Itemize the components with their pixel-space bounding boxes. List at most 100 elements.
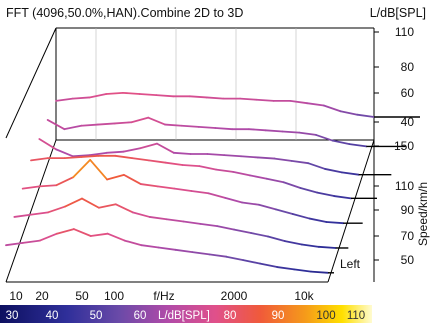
series-segment (156, 142, 175, 154)
series-segment (130, 116, 150, 124)
series-segment (248, 128, 267, 132)
series-segment (114, 203, 134, 214)
series-segment (322, 104, 342, 113)
series-segment (72, 228, 92, 237)
series-segment (206, 153, 226, 157)
colorbar: 30 40 50 60 80 90 100 110 L/dB[SPL] (0, 305, 372, 323)
series-segment (199, 222, 219, 228)
series-segment (182, 220, 202, 225)
series-segment (63, 156, 83, 160)
series-segment (333, 195, 352, 200)
series-segment (273, 157, 293, 162)
series-segment (38, 184, 58, 188)
speed-tick-label: 110 (395, 179, 414, 193)
series-segment (242, 259, 262, 265)
series-segment (88, 93, 108, 99)
speed-tick-label: 90 (401, 203, 415, 217)
series-segment (216, 225, 236, 231)
series-segment (241, 201, 260, 206)
series-segment (148, 216, 168, 221)
series-segment (298, 131, 317, 136)
series-segment (72, 159, 92, 179)
series-segment (224, 196, 243, 204)
series-line (21, 159, 363, 225)
series-line (30, 154, 377, 200)
series-segment (331, 139, 351, 146)
series-segment (97, 203, 117, 209)
series-segment (38, 138, 58, 151)
series-segment (72, 154, 91, 158)
series-segment (259, 262, 279, 268)
series-segment (284, 240, 303, 246)
x-axis-label: f/Hz (153, 289, 174, 303)
gridlines (95, 28, 297, 140)
series-segment (317, 245, 337, 249)
series-segment (30, 211, 50, 216)
series-segment (308, 217, 328, 223)
x-tick-label: 10 (9, 289, 23, 303)
series-segment (139, 142, 158, 150)
colorbar-gradient (0, 305, 372, 323)
series-segment (188, 95, 208, 99)
series-segment (30, 157, 49, 162)
x-tick-label: 10k (294, 289, 314, 303)
series-line (13, 197, 349, 249)
series-segment (63, 124, 83, 131)
colorbar-tick-label: 90 (272, 310, 285, 322)
speed-tick-label: 70 (401, 229, 415, 243)
series-segment (190, 190, 210, 195)
series-segment (164, 161, 184, 166)
depth-right-edge (327, 139, 375, 283)
series-segment (264, 129, 284, 133)
series-segment (155, 94, 175, 98)
series-segment (174, 248, 194, 254)
series-segment (250, 232, 269, 238)
series-segment (256, 156, 276, 160)
series-segment (223, 154, 242, 158)
chart-title: FFT (4096,50.0%,HAN).Combine 2D to 3D (6, 6, 243, 20)
depth-bottom-left-edge (5, 139, 57, 283)
series-segment (290, 159, 310, 165)
x-tick-label: 20 (35, 289, 49, 303)
colorbar-tick-label: 110 (347, 310, 365, 322)
series-segment (88, 151, 108, 157)
series-segment (181, 164, 201, 168)
series-segment (123, 239, 143, 247)
series-segment (293, 268, 312, 273)
x-axis-ticks: 10 20 50 100 2000 10k (9, 289, 314, 303)
axes-frame (5, 27, 375, 283)
colorbar-label: L/dB[SPL] (158, 310, 210, 322)
series-segment (164, 123, 183, 127)
series-segment (274, 208, 294, 215)
series-segment (315, 134, 334, 142)
series-segment (46, 119, 66, 131)
series-segment (55, 176, 75, 187)
series-segment (21, 185, 41, 190)
series-segment (255, 98, 275, 102)
series-line (5, 228, 334, 274)
series-segment (122, 91, 141, 95)
x-tick-label: 50 (75, 289, 89, 303)
series-segment (140, 244, 160, 249)
series-segment (324, 168, 343, 174)
series-segment (38, 232, 58, 242)
series-segment (123, 173, 142, 185)
series-segment (156, 185, 176, 190)
series-segment (249, 174, 268, 180)
colorbar-tick-label: 30 (6, 310, 19, 322)
z-axis-unit-label: L/dB[SPL] (370, 6, 426, 20)
series-segment (307, 162, 326, 170)
series-segment (22, 239, 41, 244)
series-segment (197, 125, 217, 129)
series-segment (80, 154, 100, 158)
series-segment (306, 102, 325, 107)
series-segment (207, 192, 227, 199)
series-segment (310, 270, 329, 274)
speed-tick-label: 150 (394, 139, 414, 153)
series-segment (64, 197, 83, 208)
series-segment (55, 148, 74, 158)
series-segment (289, 100, 308, 105)
series-segment (89, 159, 108, 181)
series-segment (291, 213, 311, 220)
